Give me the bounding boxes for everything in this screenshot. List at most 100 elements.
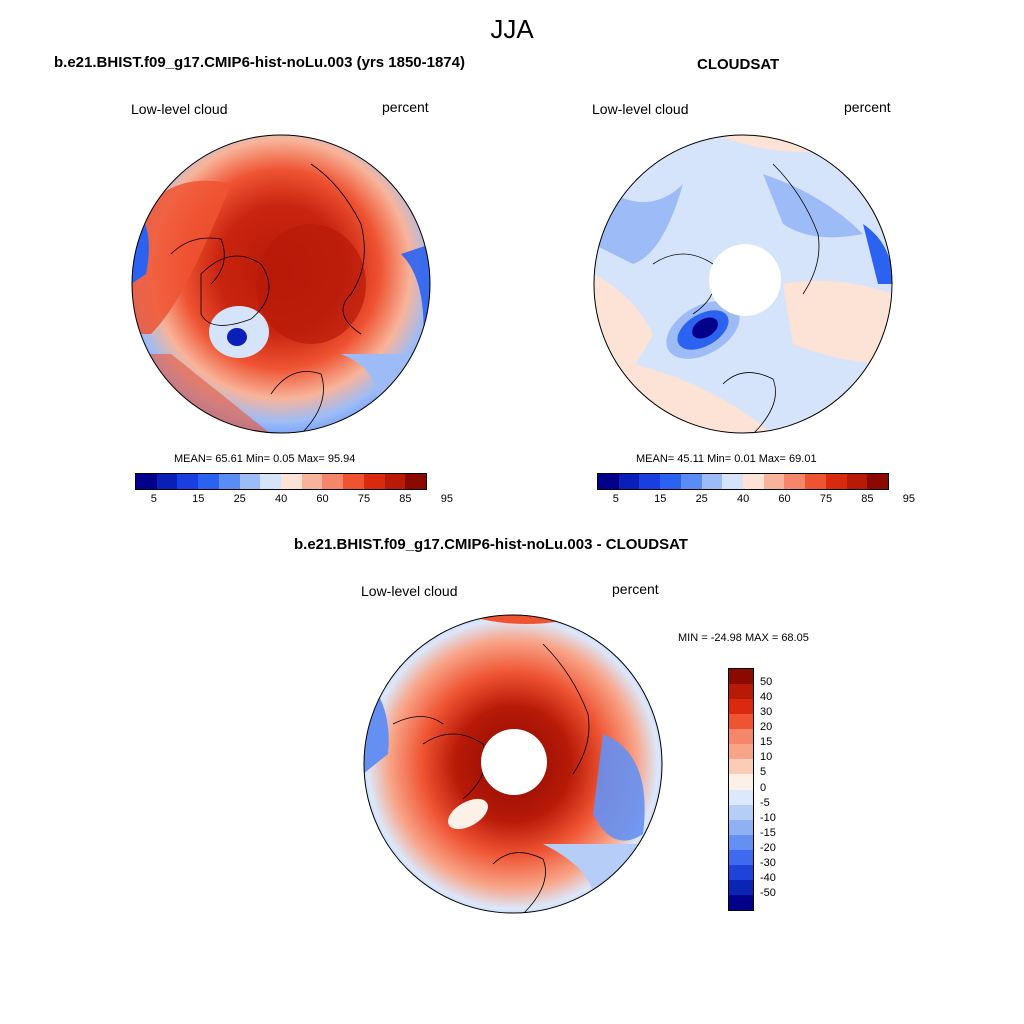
colorbar-tick-label: 5 <box>760 766 767 779</box>
colorbar-swatch <box>680 474 702 489</box>
colorbar-tick-label: 95 <box>440 493 453 505</box>
colorbar-tick-label: 15 <box>654 493 667 505</box>
colorbar-swatch <box>729 699 753 715</box>
colorbar-tick-label: 60 <box>778 493 791 505</box>
colorbar-swatch <box>729 684 753 700</box>
panel2-title: CLOUDSAT <box>697 56 780 73</box>
colorbar-swatch <box>729 849 753 865</box>
colorbar-swatch <box>729 669 753 685</box>
panel1-units-label: percent <box>382 99 429 115</box>
colorbar-swatch <box>846 474 868 489</box>
colorbar-swatch <box>805 474 826 489</box>
diff-minmax: MIN = -24.98 MAX = 68.05 <box>678 632 809 644</box>
colorbar-tick-label: 20 <box>760 721 773 734</box>
colorbar-tick-label: 40 <box>737 493 750 505</box>
colorbar-swatch <box>729 819 753 835</box>
colorbar-tick-label: 75 <box>819 493 833 505</box>
colorbar-swatch <box>322 474 344 489</box>
colorbar-tick-label: -50 <box>760 886 776 899</box>
colorbar-swatch <box>618 474 640 489</box>
panel1-variable-label: Low-level cloud <box>131 101 228 117</box>
colorbar-tick-label: 40 <box>760 691 773 704</box>
colorbar-tick-label: -15 <box>760 826 776 839</box>
colorbar-swatch <box>239 474 261 489</box>
panel1-mean-value: 65.61 <box>215 453 243 465</box>
panel2-mean-value: 45.11 <box>677 453 704 465</box>
diff-units-label: percent <box>612 581 659 597</box>
panel1-colorbar <box>135 473 427 490</box>
colorbar-tick-label: 85 <box>399 493 412 505</box>
colorbar-swatch <box>343 474 364 489</box>
panel1-stats: MEAN= 65.61 Min= 0.05 Max= 95.94 <box>174 453 355 465</box>
colorbar-swatch <box>867 474 889 489</box>
colorbar-swatch <box>784 474 806 489</box>
diff-polar-map <box>363 614 663 914</box>
colorbar-tick-label: -40 <box>760 871 776 884</box>
colorbar-tick-label: 15 <box>192 493 205 505</box>
panel2-stats: MEAN= 45.11 Min= 0.01 Max= 69.01 <box>636 453 817 465</box>
panel1-max-label: Max= <box>297 453 325 465</box>
colorbar-swatch <box>281 474 302 489</box>
colorbar-swatch <box>729 894 753 910</box>
colorbar-swatch <box>722 474 744 489</box>
colorbar-tick-label: 95 <box>902 493 915 505</box>
colorbar-swatch <box>729 789 753 805</box>
panel1-min-value: 0.05 <box>273 453 295 465</box>
colorbar-swatch <box>729 759 753 775</box>
colorbar-tick-label: 40 <box>275 493 288 505</box>
colorbar-tick-label: 10 <box>760 751 773 764</box>
colorbar-swatch <box>701 474 723 489</box>
colorbar-swatch <box>639 474 661 489</box>
colorbar-swatch <box>660 474 681 489</box>
panel2-colorbar <box>597 473 889 490</box>
colorbar-swatch <box>260 474 282 489</box>
colorbar-swatch <box>198 474 219 489</box>
colorbar-swatch <box>729 744 753 760</box>
colorbar-swatch <box>384 474 406 489</box>
colorbar-swatch <box>729 864 753 880</box>
panel1-title: b.e21.BHIST.f09_g17.CMIP6-hist-noLu.003 … <box>54 54 465 71</box>
colorbar-swatch <box>363 474 385 489</box>
colorbar-swatch <box>729 834 753 850</box>
colorbar-swatch <box>729 729 753 745</box>
colorbar-tick-label: 75 <box>357 493 371 505</box>
colorbar-tick-label: 15 <box>760 736 773 749</box>
panel2-polar-map <box>593 134 893 434</box>
panel1-max-value: 95.94 <box>327 453 356 465</box>
colorbar-swatch <box>743 474 764 489</box>
colorbar-tick-label: 5 <box>150 493 157 505</box>
colorbar-swatch <box>136 474 157 489</box>
diff-colorbar <box>728 668 754 911</box>
colorbar-tick-label: 60 <box>316 493 329 505</box>
colorbar-swatch <box>405 474 427 489</box>
colorbar-tick-label: -10 <box>760 811 776 824</box>
colorbar-swatch <box>729 774 753 790</box>
diff-variable-label: Low-level cloud <box>361 583 458 599</box>
season-title: JJA <box>490 14 534 44</box>
colorbar-tick-label: -30 <box>760 856 776 869</box>
colorbar-swatch <box>729 804 753 820</box>
colorbar-swatch <box>156 474 178 489</box>
colorbar-swatch <box>598 474 619 489</box>
colorbar-tick-label: 25 <box>695 493 708 505</box>
panel2-max-value: 69.01 <box>789 453 817 465</box>
panel1-min-label: Min= <box>245 453 271 465</box>
colorbar-swatch <box>825 474 847 489</box>
panel2-units-label: percent <box>844 99 891 115</box>
colorbar-swatch <box>729 879 753 895</box>
colorbar-tick-label: -5 <box>760 796 770 809</box>
colorbar-tick-label: 50 <box>760 676 773 689</box>
colorbar-tick-label: 30 <box>760 706 773 719</box>
colorbar-swatch <box>729 714 753 730</box>
panel2-max-label: Max= <box>758 453 786 465</box>
colorbar-swatch <box>177 474 199 489</box>
colorbar-tick-label: -20 <box>760 841 776 854</box>
colorbar-swatch <box>218 474 240 489</box>
diff-title: b.e21.BHIST.f09_g17.CMIP6-hist-noLu.003 … <box>294 536 688 553</box>
panel2-min-value: 0.01 <box>734 453 756 465</box>
panel2-variable-label: Low-level cloud <box>592 101 689 117</box>
panel1-mean-label: MEAN= <box>174 453 213 465</box>
colorbar-tick-label: 85 <box>861 493 874 505</box>
panel2-min-label: Min= <box>707 453 732 465</box>
colorbar-swatch <box>763 474 785 489</box>
